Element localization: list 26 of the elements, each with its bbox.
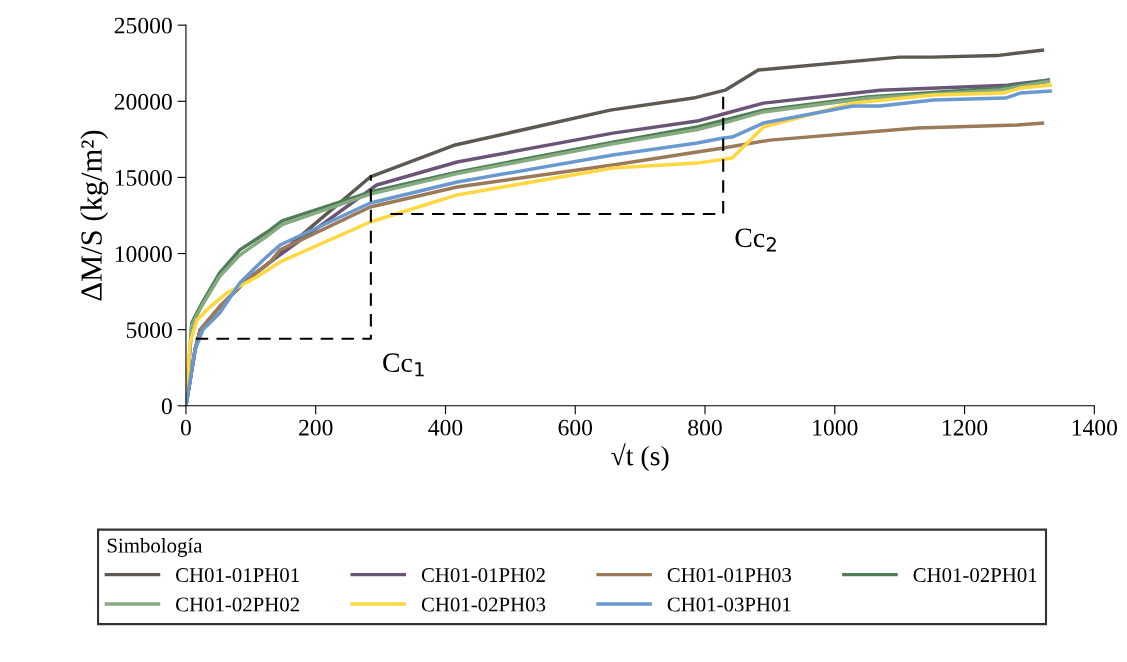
- x-tick-label: 400: [428, 419, 463, 436]
- x-tick-label: 1200: [943, 419, 988, 436]
- legend-label: CH01-02PH03: [421, 597, 546, 612]
- x-tick-label: 1000: [813, 419, 858, 436]
- legend-label: CH01-01PH02: [421, 568, 545, 583]
- x-tick-label: 800: [688, 419, 722, 436]
- legend-label: CH01-01PH03: [667, 568, 792, 583]
- legend-label: CH01-01PH01: [175, 568, 299, 583]
- legend-label: CH01-03PH01: [667, 597, 791, 612]
- x-axis-title: √t (s): [611, 443, 669, 472]
- annotation: Cc$_{1}$: [383, 353, 424, 377]
- y-tick-label: 0: [161, 398, 172, 415]
- y-axis-title: ΔM/S (kg/m²): [80, 130, 109, 301]
- y-tick-label: 20000: [114, 93, 172, 110]
- x-tick-label: 600: [558, 419, 593, 436]
- y-tick-label: 5000: [126, 322, 172, 339]
- legend-label: CH01-02PH01: [913, 568, 1037, 583]
- legend-title: Simbología: [107, 537, 203, 557]
- legend-label: CH01-02PH02: [175, 597, 299, 612]
- x-tick-label: 200: [299, 419, 333, 436]
- annotation: Cc$_{2}$: [735, 228, 776, 252]
- x-tick-label: 0: [180, 419, 191, 436]
- y-tick-label: 25000: [114, 17, 172, 34]
- y-tick-label: 10000: [115, 246, 172, 262]
- y-tick-label: 15000: [115, 169, 172, 186]
- x-tick-label: 1400: [1072, 419, 1118, 436]
